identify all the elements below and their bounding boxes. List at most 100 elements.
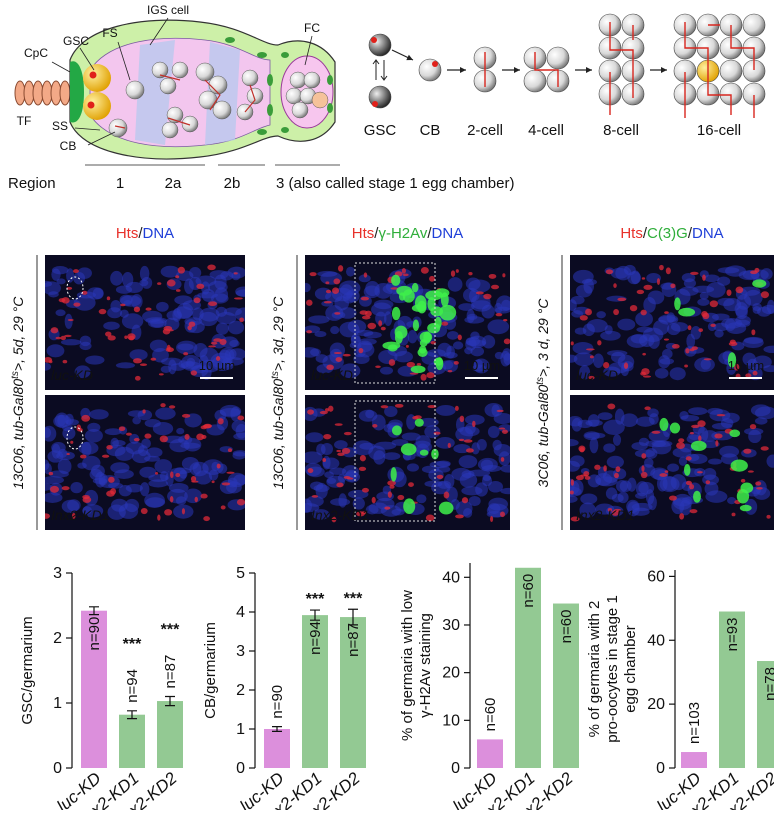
shape bbox=[140, 507, 148, 515]
shape bbox=[326, 364, 334, 371]
shape bbox=[587, 474, 602, 488]
shape bbox=[604, 325, 613, 335]
shape bbox=[309, 272, 317, 277]
shape bbox=[346, 477, 354, 480]
shape bbox=[697, 298, 710, 306]
shape bbox=[166, 344, 171, 352]
shape bbox=[420, 373, 427, 381]
shape bbox=[468, 271, 473, 276]
shape bbox=[615, 466, 621, 473]
shape bbox=[219, 338, 227, 346]
shape bbox=[697, 420, 706, 427]
shape bbox=[585, 348, 595, 351]
shape bbox=[674, 297, 681, 311]
shape bbox=[208, 345, 216, 348]
shape bbox=[614, 472, 619, 479]
shape bbox=[66, 286, 73, 290]
shape bbox=[45, 362, 52, 371]
title-part: C(3)G bbox=[647, 225, 688, 242]
shape bbox=[468, 469, 491, 477]
shape bbox=[60, 335, 66, 341]
shape bbox=[152, 421, 174, 436]
shape bbox=[593, 353, 604, 368]
shape bbox=[579, 315, 588, 321]
shape bbox=[336, 482, 344, 488]
shape bbox=[427, 322, 441, 334]
shape bbox=[199, 347, 219, 364]
y-tick-label: 40 bbox=[442, 569, 460, 586]
shape bbox=[634, 492, 648, 499]
shape bbox=[73, 294, 96, 311]
bar bbox=[119, 714, 145, 768]
n-label: n=87 bbox=[162, 655, 179, 689]
shape bbox=[734, 363, 740, 371]
shape bbox=[503, 318, 508, 322]
shape bbox=[343, 431, 352, 436]
image-label: luc-KD bbox=[576, 367, 618, 383]
shape bbox=[356, 329, 374, 337]
shape bbox=[387, 480, 396, 486]
shape bbox=[597, 412, 613, 420]
shape bbox=[427, 405, 437, 409]
genotype-part: 13C06, tub-Gal80 bbox=[10, 379, 26, 490]
division-label: 8-cell bbox=[603, 122, 639, 139]
shape bbox=[105, 331, 112, 337]
title-part: DNA bbox=[432, 225, 464, 242]
shape bbox=[729, 429, 741, 438]
shape bbox=[635, 416, 655, 427]
shape bbox=[314, 287, 332, 300]
shape bbox=[139, 279, 149, 287]
shape bbox=[613, 508, 622, 512]
shape bbox=[306, 299, 313, 306]
shape bbox=[325, 281, 330, 285]
shape bbox=[360, 296, 370, 301]
shape bbox=[752, 279, 767, 288]
error-bar bbox=[272, 726, 282, 732]
shape bbox=[645, 448, 658, 459]
shape bbox=[669, 367, 686, 381]
shape bbox=[476, 438, 487, 451]
shape bbox=[714, 329, 724, 338]
n-label: n=93 bbox=[724, 618, 741, 652]
shape bbox=[333, 351, 342, 355]
title-part: / bbox=[374, 225, 379, 242]
shape bbox=[410, 365, 426, 374]
shape bbox=[66, 276, 84, 300]
shape bbox=[322, 457, 340, 470]
bar bbox=[302, 615, 328, 768]
shape bbox=[175, 473, 181, 478]
shape bbox=[61, 486, 70, 491]
y-tick-label: 0 bbox=[451, 760, 460, 777]
shape bbox=[436, 474, 444, 479]
shape bbox=[333, 278, 341, 285]
shape bbox=[647, 408, 659, 418]
shape bbox=[316, 443, 326, 456]
shape bbox=[687, 453, 708, 464]
shape bbox=[570, 439, 579, 447]
shape bbox=[594, 464, 601, 470]
shape bbox=[372, 101, 378, 107]
scale-bar-label: 10 µm bbox=[464, 358, 500, 373]
y-axis-label: GSC/germarium bbox=[19, 616, 36, 724]
y-tick-label: 2 bbox=[53, 630, 62, 647]
shape bbox=[692, 285, 715, 294]
shape bbox=[760, 291, 769, 299]
shape bbox=[406, 463, 419, 472]
shape bbox=[166, 310, 183, 321]
shape bbox=[141, 438, 151, 449]
shape bbox=[447, 442, 451, 448]
shape bbox=[148, 479, 169, 488]
shape bbox=[215, 322, 229, 335]
shape bbox=[82, 494, 90, 500]
shape bbox=[419, 449, 429, 456]
shape bbox=[579, 502, 596, 518]
shape bbox=[503, 338, 510, 345]
shape bbox=[208, 301, 218, 307]
y-tick-label: 20 bbox=[442, 665, 460, 682]
shape bbox=[647, 290, 665, 305]
shape bbox=[210, 341, 218, 345]
genotype-label: 13C06, tub-Gal80ts>, 3d, 29 °C bbox=[270, 296, 287, 490]
shape bbox=[475, 291, 484, 295]
error-bar bbox=[89, 606, 99, 616]
shape bbox=[133, 306, 141, 313]
